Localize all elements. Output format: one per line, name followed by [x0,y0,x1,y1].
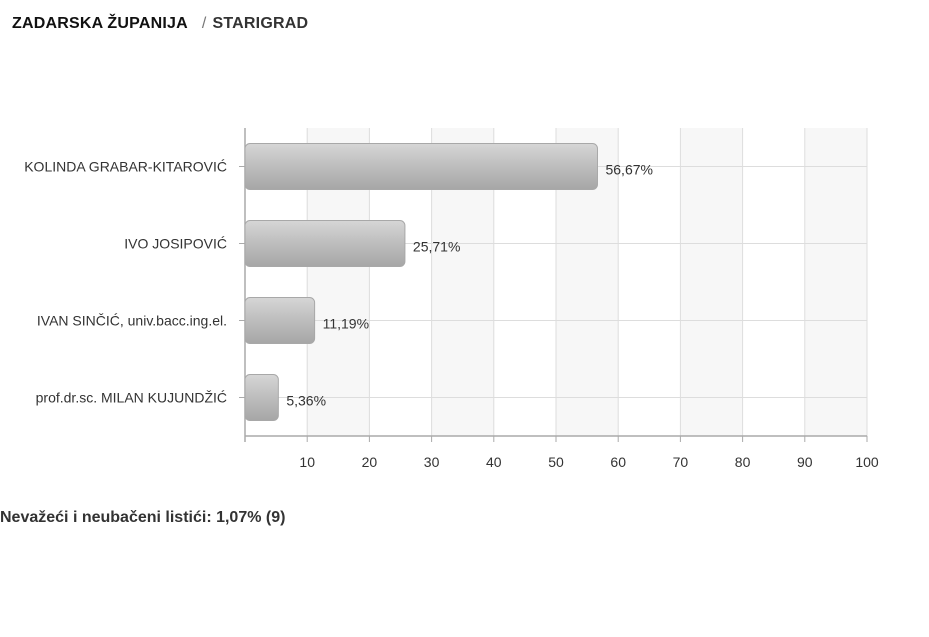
category-label: KOLINDA GRABAR-KITAROVIĆ [24,159,227,175]
invalid-ballots-note: Nevažeći i neubačeni listići: 1,07% (9) [0,509,286,526]
x-tick-label: 100 [855,454,879,470]
x-tick-label: 30 [424,454,440,470]
bar [244,374,279,421]
bar [244,220,406,267]
breadcrumb: ZADARSKA ŽUPANIJA / STARIGRAD [12,15,308,33]
category-label: IVO JOSIPOVIĆ [124,236,227,252]
grid-band [804,128,867,436]
breadcrumb-separator: / [201,15,207,32]
value-label: 25,71% [413,239,460,255]
x-tick-label: 50 [548,454,564,470]
grid-band [680,128,743,436]
x-tick-label: 40 [486,454,502,470]
value-label: 11,19% [323,316,369,332]
x-tick-label: 70 [673,454,689,470]
results-bar-chart: 10 20 30 40 50 60 70 80 90 100 KOLINDA GRABAR-KITA… [24,128,879,470]
x-tick-label: 20 [362,454,378,470]
category-label: IVAN SINČIĆ, univ.bacc.ing.el. [37,313,227,329]
x-tick-label: 60 [610,454,626,470]
value-label: 5,36% [286,393,326,409]
value-label: 56,67% [605,162,652,178]
category-label: prof.dr.sc. MILAN KUJUNDŽIĆ [36,390,227,406]
x-tick-label: 90 [797,454,813,470]
x-tick-label: 10 [299,454,315,470]
bar [244,297,316,344]
breadcrumb-region[interactable]: ZADARSKA ŽUPANIJA [12,15,188,32]
bar [244,143,598,190]
breadcrumb-place: STARIGRAD [212,15,309,32]
x-tick-label: 80 [735,454,751,470]
